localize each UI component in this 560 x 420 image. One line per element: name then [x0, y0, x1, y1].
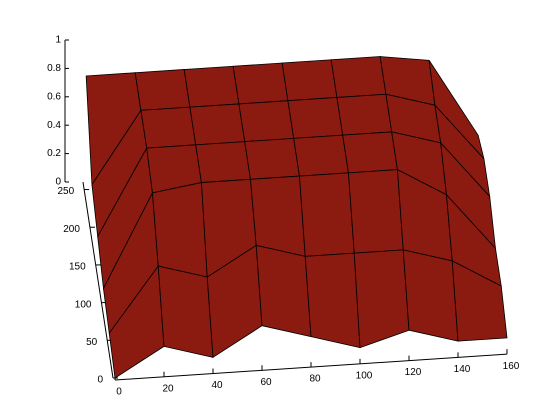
- z-tick-label: 0: [55, 177, 61, 188]
- surface-patch: [336, 93, 393, 136]
- surface-patch: [330, 56, 387, 98]
- surface-patch: [299, 172, 355, 257]
- surface-patch: [255, 244, 312, 338]
- surface-patch: [402, 249, 459, 342]
- y-tick-label: 100: [75, 299, 92, 310]
- x-tick-label: 140: [454, 364, 471, 375]
- surface-patch: [451, 260, 508, 342]
- surface-patch: [353, 249, 410, 349]
- x-tick-label: 80: [309, 374, 321, 385]
- surface-patch: [183, 65, 240, 108]
- y-tick-label: 150: [69, 262, 86, 273]
- z-tick-label: 0.4: [47, 120, 61, 131]
- surface-patch: [152, 182, 208, 278]
- y-tick-label: 0: [97, 375, 103, 386]
- y-tick-label: 250: [57, 186, 74, 197]
- x-tick-label: 60: [260, 377, 272, 388]
- surface-patch: [250, 175, 306, 257]
- surface-patch: [244, 137, 300, 180]
- y-tick-label: 200: [63, 224, 80, 235]
- surface-patch: [293, 134, 349, 177]
- surface-patch: [238, 100, 295, 143]
- x-tick-label: 0: [116, 387, 122, 398]
- surface-patch: [342, 131, 398, 174]
- surface-patch: [304, 252, 361, 349]
- surface-patch: [348, 169, 404, 254]
- x-tick-label: 100: [356, 370, 373, 381]
- surface-patch: [232, 62, 289, 105]
- z-tick-label: 0.6: [47, 91, 61, 102]
- x-tick-label: 20: [162, 383, 174, 394]
- x-tick-label: 40: [211, 380, 223, 391]
- z-tick-label: 1: [55, 35, 61, 46]
- x-tick-label: 160: [503, 361, 520, 372]
- y-tick-label: 50: [86, 337, 98, 348]
- z-tick-label: 0.8: [47, 63, 61, 74]
- y-axis: [82, 181, 114, 379]
- surface-patch: [157, 265, 214, 358]
- surface-patch: [189, 103, 246, 146]
- surface-patch: [287, 97, 344, 139]
- x-tick-label: 120: [405, 367, 422, 378]
- surface-patch: [140, 106, 197, 149]
- z-tick-label: 0.2: [47, 148, 61, 159]
- surface-patch: [281, 59, 338, 102]
- surface-patch: [195, 141, 251, 183]
- surface-patch: [134, 69, 191, 111]
